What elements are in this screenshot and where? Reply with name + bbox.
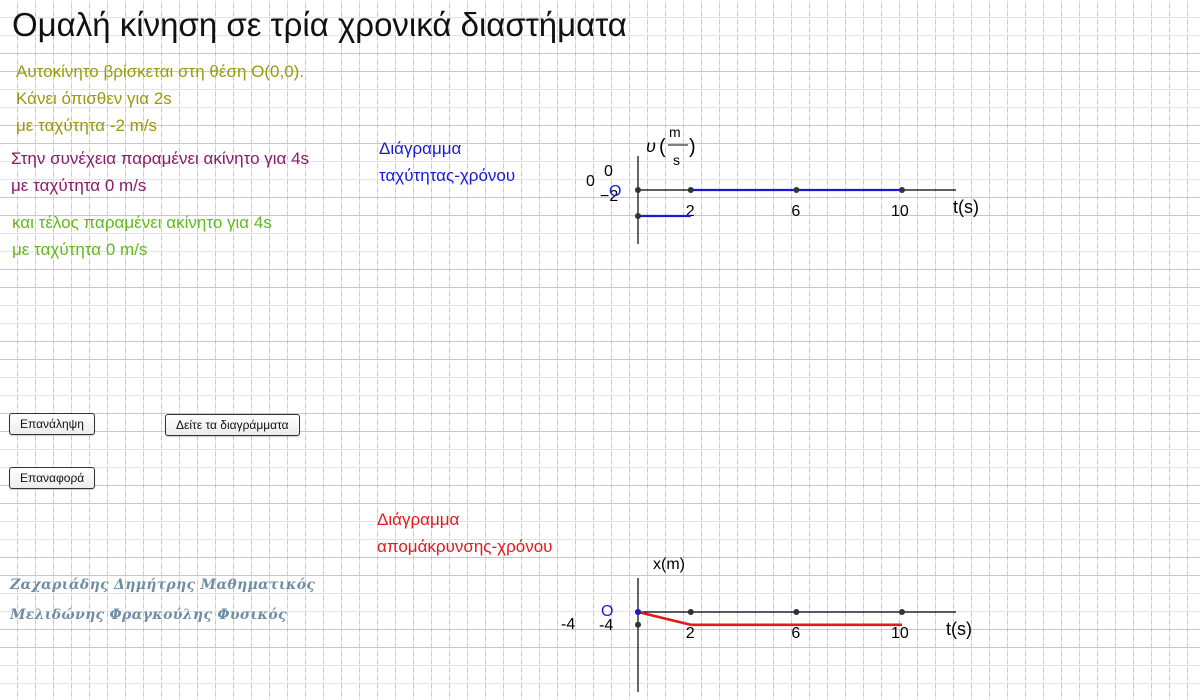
phase2-line2: με ταχύτητα 0 m/s <box>11 176 147 195</box>
position-chart-label-line2: απομάκρυνσης-χρόνου <box>377 537 553 556</box>
velocity-y-rparen: ) <box>689 136 696 158</box>
position-x-tick-label: 10 <box>891 625 909 642</box>
phase3-line1: και τέλος παραμένει ακίνητο για 4s <box>12 213 272 232</box>
velocity-time-chart: υ ( m s ) t(s) 0 0 −2 O 2 6 10 <box>586 124 979 244</box>
phase1-line1: Αυτοκίνητο βρίσκεται στη θέση Ο(0,0). <box>16 62 305 81</box>
position-axis-point[interactable] <box>899 609 905 615</box>
position-chart-label: Διάγραμμα απομάκρυνσης-χρόνου <box>377 506 552 560</box>
velocity-zero-label-b: 0 <box>586 173 595 190</box>
velocity-point[interactable] <box>635 187 641 193</box>
phase1-line2: Κάνει όπισθεν για 2s <box>16 89 172 108</box>
velocity-x-tick-label: 10 <box>891 203 909 220</box>
phase3-text: και τέλος παραμένει ακίνητο για 4s με τα… <box>12 209 272 263</box>
position-x-axis-label: t(s) <box>946 619 972 639</box>
position-axis-point[interactable] <box>687 609 694 615</box>
position-x-tick-label: 6 <box>791 625 800 642</box>
position-y-axis-label: x(m) <box>653 556 685 573</box>
position-origin-label: O <box>601 603 613 620</box>
velocity-point[interactable] <box>899 187 905 193</box>
velocity-point[interactable] <box>687 187 694 193</box>
position-series-line <box>637 610 902 627</box>
position-minus-four-label-b: -4 <box>599 617 613 634</box>
velocity-point[interactable] <box>793 187 800 193</box>
velocity-origin-label: O <box>609 183 621 200</box>
credit-author2: Μελιδώνης Φραγκούλης Φυσικός <box>10 607 287 623</box>
position-x-tick-label: 2 <box>686 625 695 642</box>
velocity-minus-two-label: −2 <box>600 188 618 205</box>
velocity-y-var: υ <box>646 136 656 156</box>
position-y-point[interactable] <box>635 621 641 628</box>
phase2-text: Στην συνέχεια παραμένει ακίνητο για 4s μ… <box>11 145 309 199</box>
position-minus-four-label-a: -4 <box>561 616 575 633</box>
position-time-chart: x(m) t(s) -4 -4 O 2 6 10 <box>561 556 972 692</box>
show-diagrams-button[interactable]: Δείτε τα διαγράμματα <box>165 414 300 436</box>
velocity-x-tick-label: 6 <box>791 203 800 220</box>
phase3-line2: με ταχύτητα 0 m/s <box>12 240 148 259</box>
position-origin-point[interactable] <box>635 609 641 615</box>
velocity-chart-label: Διάγραμμα ταχύτητας-χρόνου <box>379 135 515 189</box>
velocity-y-unit-den: s <box>673 152 680 168</box>
velocity-y-unit-num: m <box>669 124 681 140</box>
velocity-x-axis-label: t(s) <box>953 197 979 217</box>
velocity-chart-label-line1: Διάγραμμα <box>379 139 462 158</box>
position-chart-label-line1: Διάγραμμα <box>377 510 460 529</box>
velocity-x-tick-label: 2 <box>686 203 695 220</box>
page-title: Ομαλή κίνηση σε τρία χρονικά διαστήματα <box>12 6 627 43</box>
position-axis-point[interactable] <box>793 609 800 615</box>
velocity-chart-label-line2: ταχύτητας-χρόνου <box>379 166 516 185</box>
velocity-zero-label-a: 0 <box>604 163 613 180</box>
velocity-point[interactable] <box>635 213 641 219</box>
velocity-y-axis-label: υ ( m s ) <box>646 124 696 168</box>
phase1-line3: με ταχύτητα -2 m/s <box>16 116 158 135</box>
repeat-button[interactable]: Επανάληψη <box>9 413 95 435</box>
velocity-y-lparen: ( <box>659 136 666 158</box>
phase1-text: Αυτοκίνητο βρίσκεται στη θέση Ο(0,0). Κά… <box>16 58 304 139</box>
credit-author1: Ζαχαριάδης Δημήτρης Μαθηματικός <box>10 577 316 593</box>
reset-button[interactable]: Επαναφορά <box>9 467 96 489</box>
phase2-line1: Στην συνέχεια παραμένει ακίνητο για 4s <box>11 149 310 168</box>
